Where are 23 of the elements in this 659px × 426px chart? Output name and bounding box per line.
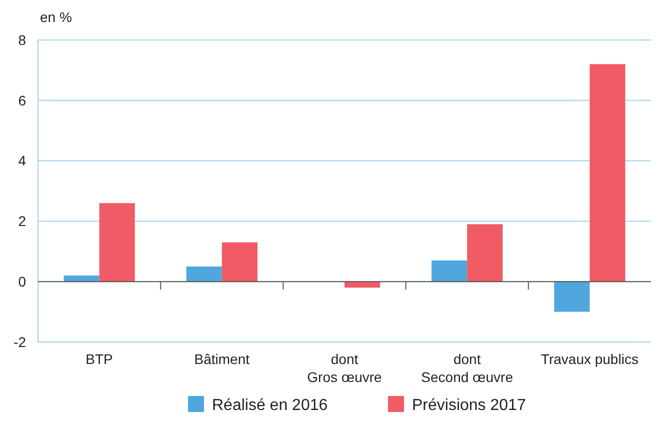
bar	[432, 260, 468, 282]
bar	[64, 276, 100, 282]
bar	[186, 266, 222, 282]
x-tick-label: Bâtiment	[194, 351, 250, 367]
y-tick-label: 4	[18, 152, 26, 169]
bar	[554, 282, 590, 312]
bar	[344, 282, 380, 288]
y-tick-label: -2	[14, 334, 26, 350]
bar	[590, 64, 626, 282]
bar	[467, 224, 503, 282]
y-axis-title: en %	[40, 9, 72, 25]
y-tick-label: 2	[18, 213, 26, 230]
x-tick-label: BTP	[86, 351, 113, 367]
y-tick-label: 0	[18, 274, 26, 290]
y-tick-label: 8	[18, 32, 26, 48]
x-tick-label: dont Second œuvre	[421, 351, 514, 385]
x-tick-label: Travaux publics	[540, 351, 638, 367]
legend-label: Réalisé en 2016	[212, 397, 328, 414]
bar	[99, 203, 135, 282]
y-tick-label: 6	[18, 92, 26, 108]
legend-label: Prévisions 2017	[412, 397, 526, 414]
bar	[222, 242, 258, 282]
x-tick-label: dont Gros œuvre	[307, 351, 382, 385]
